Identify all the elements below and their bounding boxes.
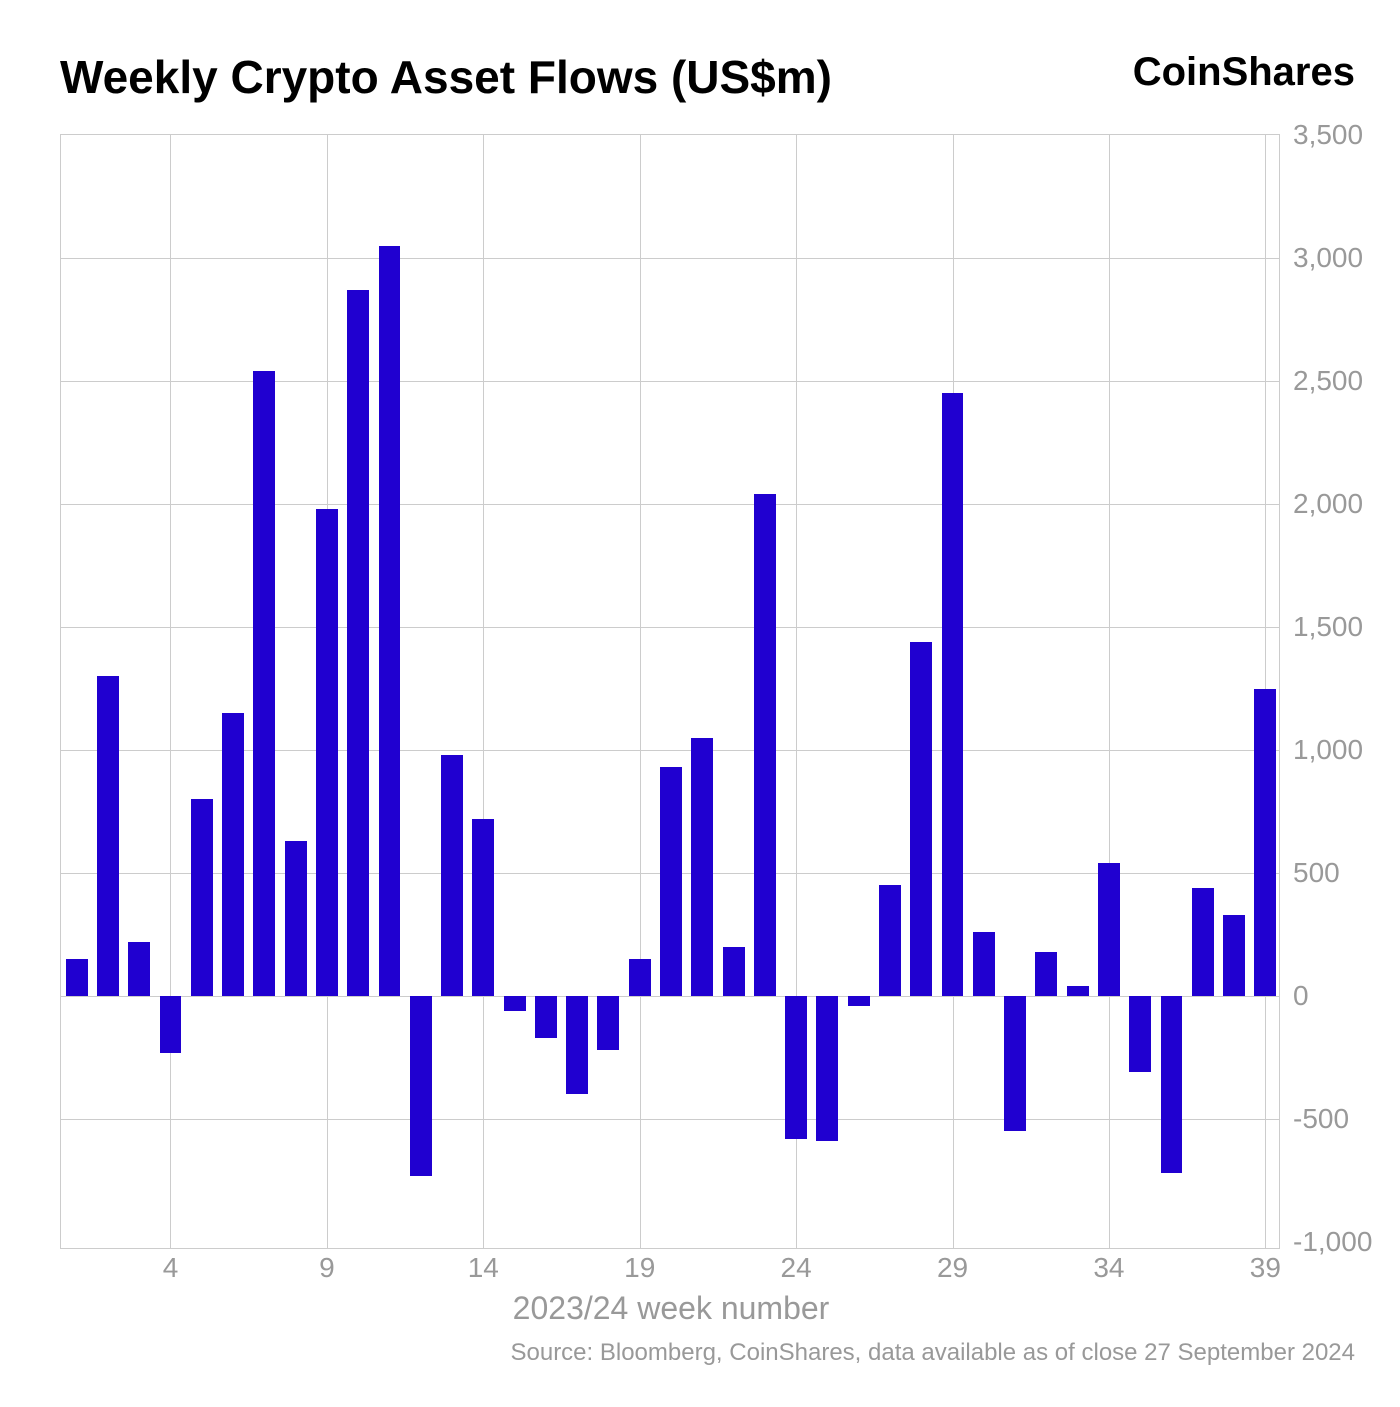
x-tick-label: 39 [1250,1252,1281,1284]
y-tick-label: 1,500 [1293,611,1363,643]
gridline-vertical [170,135,171,1248]
gridline-vertical [640,135,641,1248]
gridline-vertical [1109,135,1110,1248]
bar [1098,863,1120,996]
bar [160,996,182,1053]
gridline-horizontal [61,258,1279,259]
bar [910,642,932,996]
bar [566,996,588,1094]
bar [785,996,807,1139]
x-tick-label: 19 [624,1252,655,1284]
x-tick-label: 14 [468,1252,499,1284]
chart-container: Weekly Crypto Asset Flows (US$m) CoinSha… [0,0,1400,1407]
bar [816,996,838,1141]
y-tick-label: -1,000 [1293,1226,1372,1258]
plot-region: -1,000-50005001,0001,5002,0002,5003,0003… [60,134,1280,1249]
gridline-horizontal [61,1119,1279,1120]
bar [879,885,901,996]
bar [222,713,244,996]
gridline-horizontal [61,381,1279,382]
bar [629,959,651,996]
gridline-horizontal [61,504,1279,505]
bar [1254,689,1276,997]
gridline-vertical [483,135,484,1248]
bar [1192,888,1214,996]
bar [597,996,619,1050]
bar [316,509,338,996]
bar [1129,996,1151,1072]
bar [504,996,526,1011]
chart-area: -1,000-50005001,0001,5002,0002,5003,0003… [60,134,1280,1329]
bar [410,996,432,1176]
y-tick-label: 2,000 [1293,488,1363,520]
bar [1067,986,1089,996]
bar [191,799,213,996]
x-axis-label: 2023/24 week number [513,1290,830,1327]
bar [691,738,713,996]
y-tick-label: -500 [1293,1103,1349,1135]
x-tick-label: 34 [1093,1252,1124,1284]
bar [253,371,275,996]
bar [66,959,88,996]
bar [285,841,307,996]
bar [660,767,682,996]
bar [723,947,745,996]
header: Weekly Crypto Asset Flows (US$m) CoinSha… [60,50,1355,104]
bar [754,494,776,996]
x-tick-label: 4 [163,1252,179,1284]
bar [1223,915,1245,996]
gridline-horizontal [61,996,1279,997]
bar [942,393,964,996]
bar [535,996,557,1038]
x-tick-label: 29 [937,1252,968,1284]
bar [973,932,995,996]
y-tick-label: 2,500 [1293,365,1363,397]
y-tick-label: 500 [1293,857,1340,889]
bar [97,676,119,996]
y-tick-label: 0 [1293,980,1309,1012]
x-tick-label: 9 [319,1252,335,1284]
bar [128,942,150,996]
chart-title: Weekly Crypto Asset Flows (US$m) [60,50,832,104]
bar [347,290,369,996]
brand-logo: CoinShares [1133,50,1355,95]
bar [1004,996,1026,1131]
y-tick-label: 3,500 [1293,119,1363,151]
bar [472,819,494,996]
bar [441,755,463,996]
y-tick-label: 3,000 [1293,242,1363,274]
x-tick-label: 24 [781,1252,812,1284]
bar [1161,996,1183,1173]
source-citation: Source: Bloomberg, CoinShares, data avai… [60,1339,1355,1367]
y-tick-label: 1,000 [1293,734,1363,766]
bar [1035,952,1057,996]
bar [848,996,870,1006]
bar [379,246,401,996]
gridline-horizontal [61,627,1279,628]
